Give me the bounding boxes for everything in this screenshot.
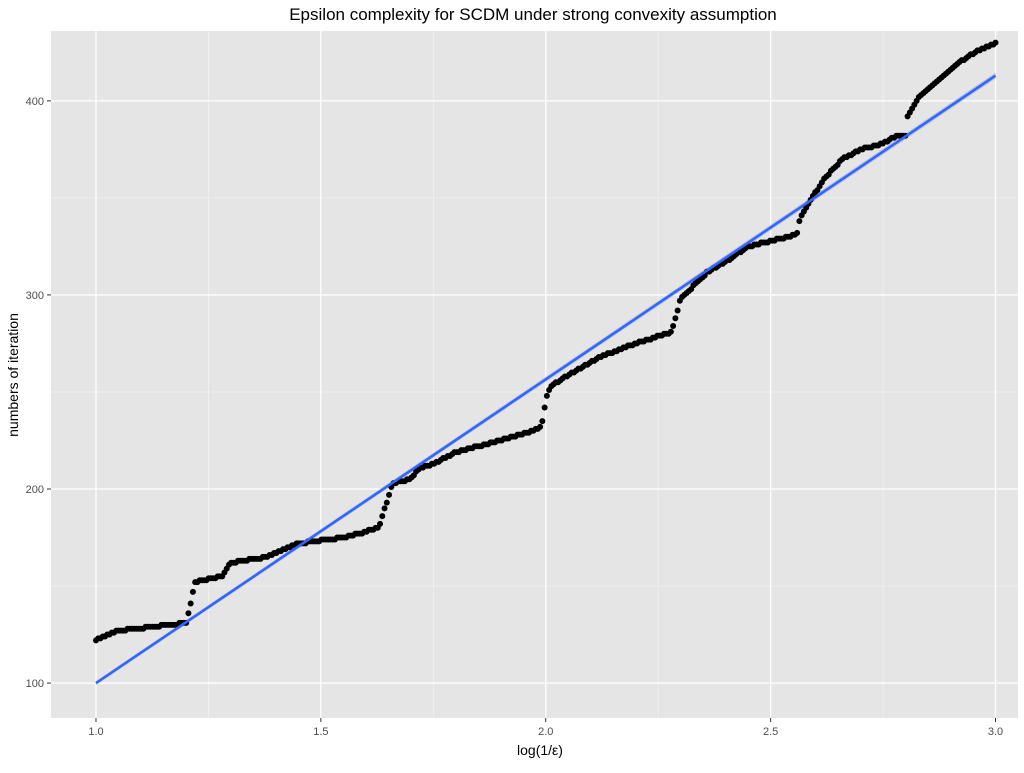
data-point — [185, 610, 192, 617]
data-point — [674, 307, 681, 314]
data-point — [670, 322, 677, 329]
data-point — [383, 499, 390, 506]
x-tick-label: 2.5 — [763, 726, 778, 738]
gridlines — [51, 31, 1018, 718]
data-point — [672, 315, 679, 322]
data-point — [794, 229, 801, 236]
data-point — [992, 39, 999, 46]
data-point — [543, 392, 550, 399]
data-point — [187, 600, 194, 607]
x-tick-label: 1.5 — [313, 726, 328, 738]
data-point — [386, 491, 393, 498]
y-axis-title: numbers of iteration — [5, 313, 21, 437]
y-tick-label: 100 — [26, 678, 44, 690]
y-tick-label: 200 — [26, 484, 44, 496]
x-tick-label: 1.0 — [88, 726, 103, 738]
x-axis-title: log(1/ε) — [517, 742, 563, 758]
data-point — [377, 520, 384, 527]
data-point — [796, 218, 803, 225]
data-point — [667, 328, 674, 335]
x-tick-label: 2.0 — [538, 726, 553, 738]
y-axis: 100 200 300 400 — [26, 96, 51, 690]
y-tick-label: 400 — [26, 96, 44, 108]
y-tick-label: 300 — [26, 290, 44, 302]
x-tick-label: 3.0 — [988, 726, 1003, 738]
fit-line-layer — [95, 74, 997, 685]
fit-line — [95, 74, 997, 685]
data-point — [381, 505, 388, 512]
chart-title: Epsilon complexity for SCDM under strong… — [289, 5, 777, 24]
data-point — [379, 513, 386, 520]
data-point — [539, 418, 546, 425]
data-points — [92, 39, 999, 644]
data-point — [541, 404, 548, 411]
x-axis: 1.0 1.5 2.0 2.5 3.0 — [88, 718, 1003, 738]
data-point — [537, 423, 544, 430]
data-point — [189, 588, 196, 595]
